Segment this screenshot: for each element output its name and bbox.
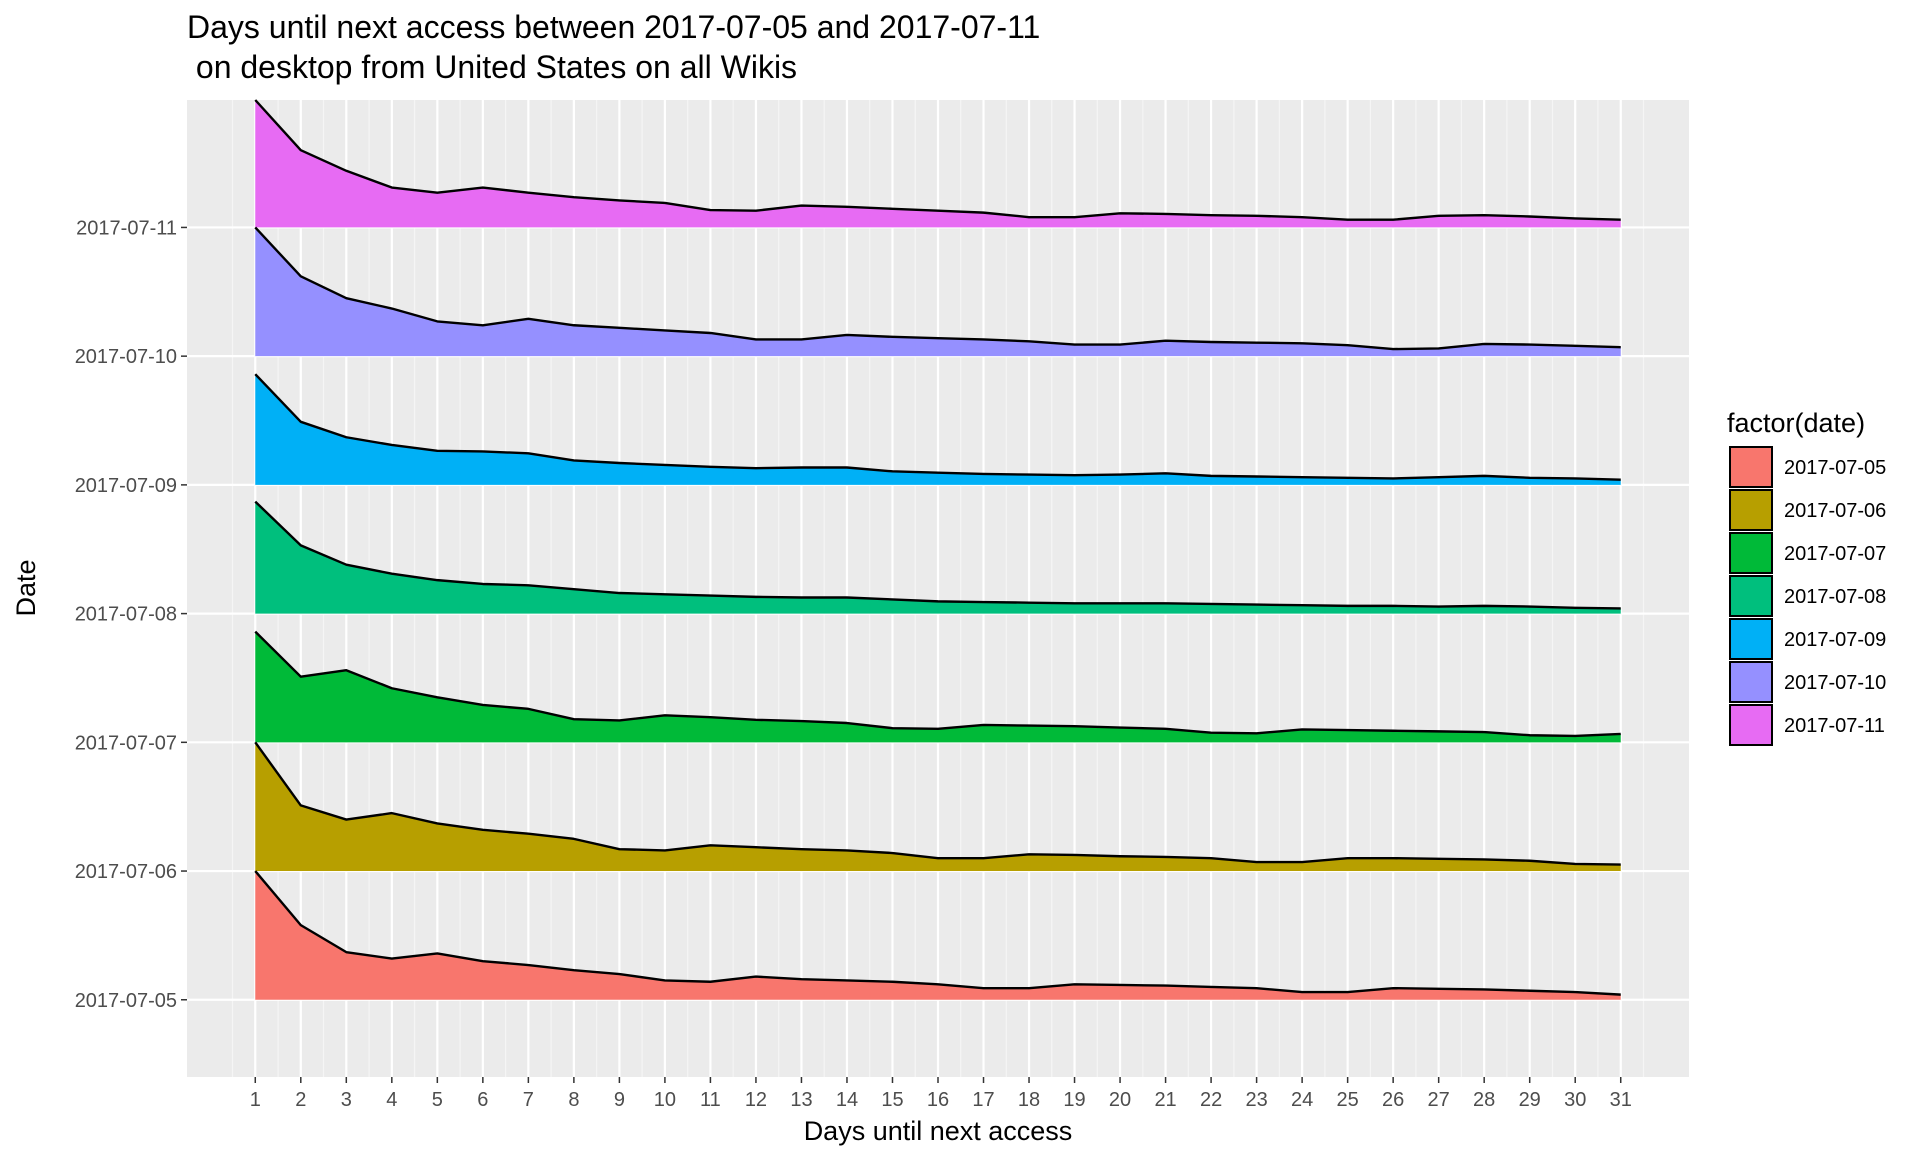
y-axis-title: Date bbox=[11, 559, 41, 616]
legend-title: factor(date) bbox=[1727, 408, 1865, 438]
y-tick-label: 2017-07-08 bbox=[75, 604, 177, 626]
x-tick-label: 17 bbox=[972, 1089, 994, 1111]
x-tick-label: 4 bbox=[386, 1089, 397, 1111]
x-tick-labels: 1 2 3 4 5 6 7 8 9 10 11 12 13 14 15 16 17 18 19 20 21 22 23 24 2… bbox=[250, 1077, 1632, 1111]
x-tick-label: 5 bbox=[432, 1089, 443, 1111]
x-tick-label: 13 bbox=[790, 1089, 812, 1111]
chart-title-line-2: on desktop from United States on all Wik… bbox=[187, 49, 797, 85]
y-tick-label: 2017-07-09 bbox=[75, 475, 177, 497]
area-2017-07-06 bbox=[255, 742, 1621, 872]
y-tick-label: 2017-07-06 bbox=[75, 861, 177, 883]
x-tick-label: 10 bbox=[654, 1089, 676, 1111]
x-tick-label: 19 bbox=[1063, 1089, 1085, 1111]
x-tick-label: 24 bbox=[1291, 1089, 1313, 1111]
y-tick-label: 2017-07-11 bbox=[76, 217, 177, 239]
x-axis-title: Days until next access bbox=[804, 1116, 1073, 1146]
line-2017-07-06 bbox=[254, 741, 1621, 866]
legend-swatch bbox=[1729, 446, 1773, 488]
x-tick-label: 30 bbox=[1564, 1089, 1586, 1111]
legend-swatch bbox=[1729, 618, 1773, 660]
x-tick-label: 12 bbox=[745, 1089, 767, 1111]
area-2017-07-08 bbox=[255, 501, 1621, 614]
x-tick-label: 9 bbox=[614, 1089, 625, 1111]
x-tick-label: 8 bbox=[568, 1089, 579, 1111]
line-2017-07-09 bbox=[254, 373, 1621, 481]
series-areas bbox=[254, 99, 1621, 1000]
area-2017-07-07 bbox=[255, 631, 1621, 743]
x-tick-label: 23 bbox=[1245, 1089, 1267, 1111]
legend-swatch bbox=[1729, 532, 1773, 574]
x-tick-label: 3 bbox=[341, 1089, 352, 1111]
chart-title-line-1: Days until next access between 2017-07-0… bbox=[187, 9, 1040, 45]
y-tick-label: 2017-07-05 bbox=[75, 990, 177, 1012]
x-tick-label: 21 bbox=[1154, 1089, 1176, 1111]
area-2017-07-09 bbox=[255, 374, 1621, 485]
x-tick-label: 14 bbox=[836, 1089, 858, 1111]
legend-label: 2017-07-10 bbox=[1784, 672, 1886, 694]
x-tick-label: 15 bbox=[881, 1089, 903, 1111]
area-2017-07-05 bbox=[255, 871, 1621, 1000]
x-tick-label: 22 bbox=[1200, 1089, 1222, 1111]
x-tick-label: 29 bbox=[1519, 1089, 1541, 1111]
x-tick-label: 27 bbox=[1428, 1089, 1450, 1111]
y-tick-label: 2017-07-10 bbox=[75, 346, 177, 368]
line-2017-07-10 bbox=[254, 226, 1621, 351]
x-tick-label: 28 bbox=[1473, 1089, 1495, 1111]
legend: 2017-07-05 2017-07-06 2017-07-07 2017-07-08… bbox=[1729, 446, 1886, 746]
legend-label: 2017-07-06 bbox=[1784, 500, 1886, 522]
legend-label: 2017-07-05 bbox=[1784, 457, 1886, 479]
area-2017-07-10 bbox=[255, 227, 1621, 357]
x-tick-label: 1 bbox=[250, 1089, 261, 1111]
x-tick-label: 31 bbox=[1610, 1089, 1632, 1111]
line-2017-07-11 bbox=[254, 99, 1621, 221]
y-tick-labels: 2017-07-05 2017-07-06 2017-07-07 2017-07-08… bbox=[75, 217, 187, 1012]
major-grid-x bbox=[254, 100, 1622, 1077]
legend-swatch bbox=[1729, 489, 1773, 531]
x-tick-label: 6 bbox=[477, 1089, 488, 1111]
area-2017-07-11 bbox=[255, 100, 1621, 228]
line-2017-07-08 bbox=[254, 500, 1621, 610]
legend-label: 2017-07-09 bbox=[1784, 629, 1886, 651]
x-tick-label: 16 bbox=[927, 1089, 949, 1111]
x-tick-label: 26 bbox=[1382, 1089, 1404, 1111]
x-tick-label: 25 bbox=[1337, 1089, 1359, 1111]
legend-label: 2017-07-08 bbox=[1784, 586, 1886, 608]
x-tick-label: 7 bbox=[523, 1089, 534, 1111]
legend-swatch bbox=[1729, 661, 1773, 703]
legend-label: 2017-07-11 bbox=[1784, 715, 1885, 737]
line-2017-07-07 bbox=[254, 630, 1621, 738]
x-tick-label: 2 bbox=[295, 1089, 306, 1111]
x-tick-label: 18 bbox=[1018, 1089, 1040, 1111]
legend-label: 2017-07-07 bbox=[1784, 543, 1886, 565]
minor-grid-x bbox=[231, 100, 1645, 1077]
legend-swatch bbox=[1729, 704, 1773, 746]
x-tick-label: 20 bbox=[1109, 1089, 1131, 1111]
line-2017-07-05 bbox=[254, 870, 1621, 996]
legend-swatch bbox=[1729, 575, 1773, 617]
x-tick-label: 11 bbox=[700, 1089, 721, 1111]
y-tick-label: 2017-07-07 bbox=[75, 732, 177, 754]
